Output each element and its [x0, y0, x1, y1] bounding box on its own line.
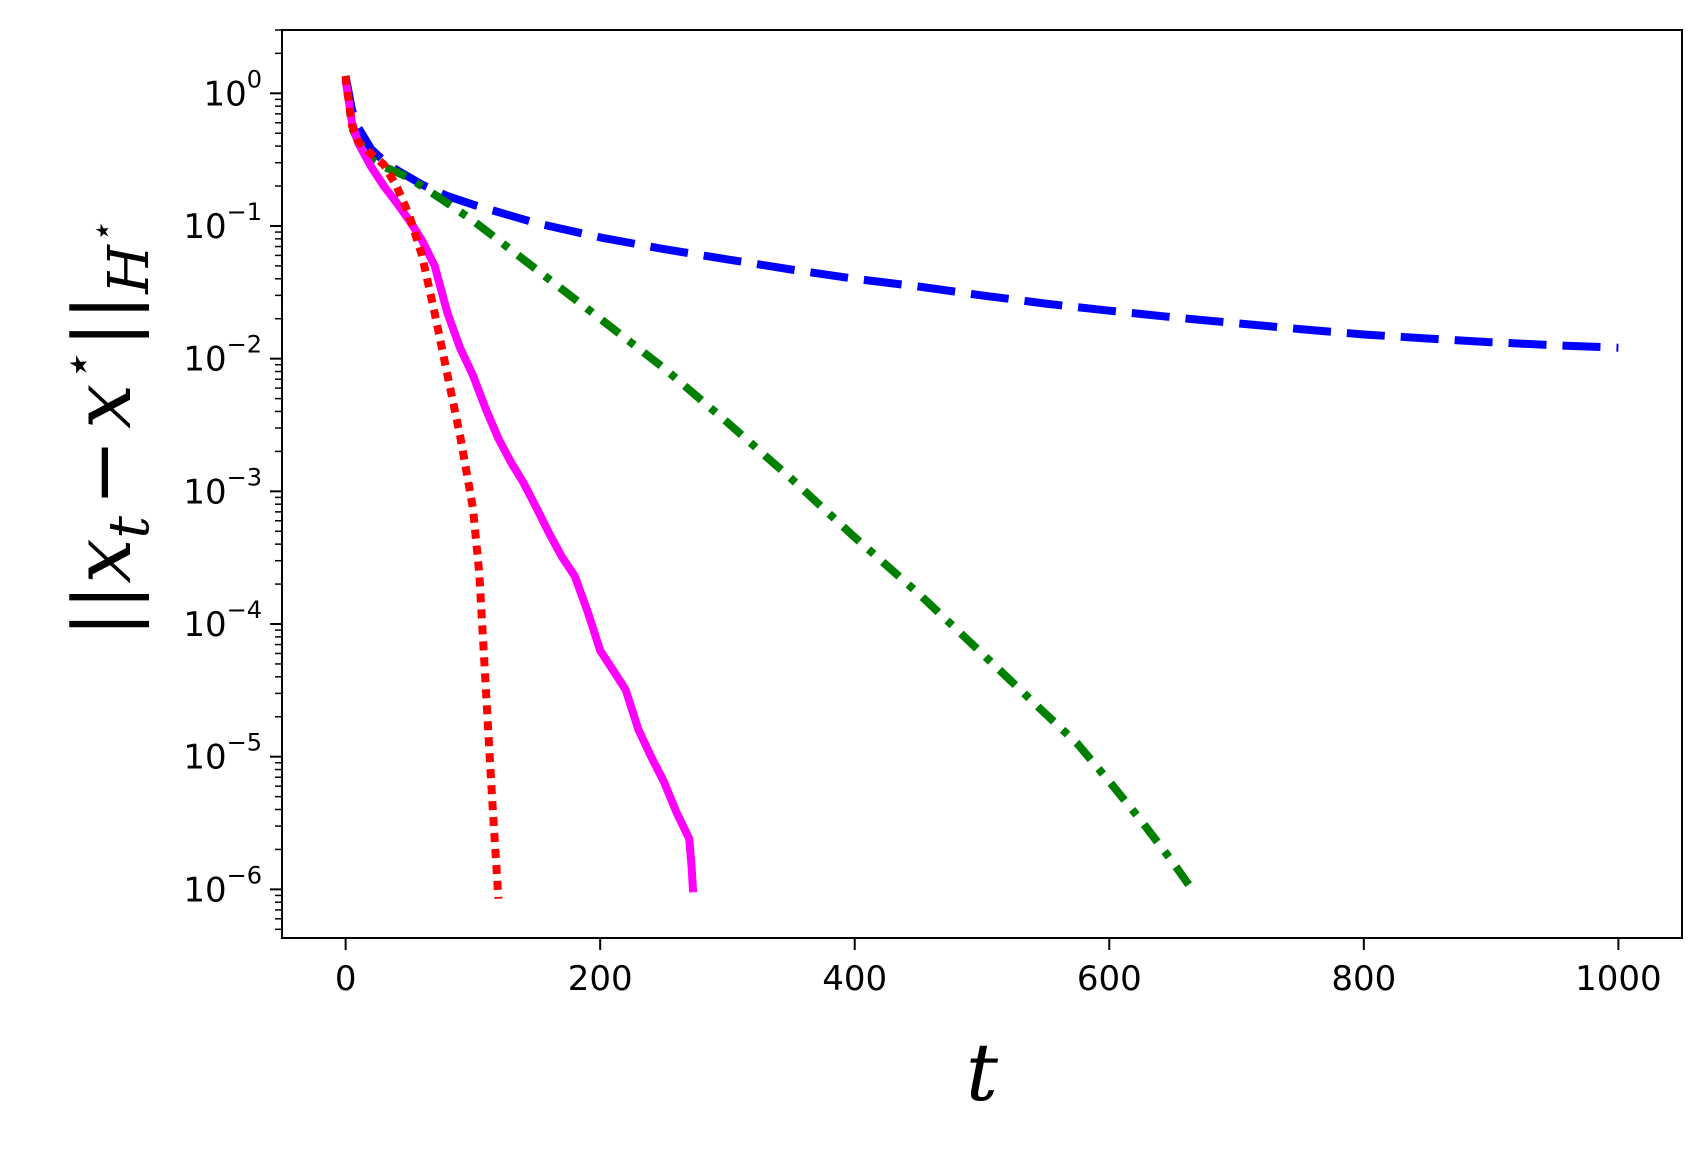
- y-axis-label-sub-H: H: [97, 244, 162, 295]
- y-tick-label: 100: [203, 65, 262, 114]
- series-line-dotted: [341, 75, 503, 899]
- plot-frame: [281, 29, 1683, 939]
- y-axis-label-norm-close: ||: [56, 294, 149, 348]
- series-line-dashed: [341, 75, 1619, 352]
- y-tick-label: 10−4: [183, 596, 262, 645]
- y-axis-label-norm-open: ||: [56, 584, 149, 638]
- x-tick-label: 800: [1331, 959, 1396, 999]
- x-tick-label: 400: [822, 959, 887, 999]
- y-tick-exponent: −1: [227, 198, 262, 226]
- y-tick-exponent: −4: [227, 596, 262, 624]
- y-tick-base: 10: [183, 870, 226, 910]
- y-tick-label: 10−3: [183, 463, 262, 512]
- y-tick-exponent: −6: [227, 861, 262, 889]
- x-axis-ticks: 0 200 400 600 800 1000: [335, 938, 1662, 999]
- y-tick-label: 10−5: [183, 729, 262, 778]
- x-tick-label: 600: [1077, 959, 1142, 999]
- y-axis-label-x: x: [56, 538, 149, 583]
- y-axis-label: ||xt−x⋆||H⋆: [50, 222, 162, 637]
- series-line-dashdot: [341, 75, 1196, 892]
- x-tick-label: 200: [568, 959, 633, 999]
- y-tick-exponent: 0: [247, 65, 262, 93]
- x-axis-label: t: [966, 1026, 999, 1119]
- y-axis-label-x2: x: [56, 384, 149, 429]
- y-tick-base: 10: [183, 472, 226, 512]
- series-line-solid: [341, 79, 698, 893]
- y-tick-base: 10: [183, 605, 226, 645]
- series-layer: [341, 75, 1619, 899]
- x-tick-label: 0: [335, 959, 357, 999]
- y-tick-exponent: −3: [227, 463, 262, 491]
- x-tick-label: 1000: [1575, 959, 1662, 999]
- y-tick-label: 10−2: [183, 331, 262, 380]
- y-axis-minor-ticks: [275, 29, 282, 931]
- y-tick-exponent: −5: [227, 729, 262, 757]
- y-tick-base: 10: [183, 207, 226, 247]
- y-tick-label: 10−1: [183, 198, 262, 247]
- y-tick-base: 10: [183, 738, 226, 778]
- y-tick-base: 10: [183, 340, 226, 380]
- y-tick-base: 10: [203, 74, 246, 114]
- y-tick-label: 10−6: [183, 861, 262, 910]
- y-tick-exponent: −2: [227, 331, 262, 359]
- y-axis-label-minus: −: [56, 439, 149, 506]
- plot-area: [282, 30, 1682, 938]
- y-axis-label-sub-t: t: [97, 515, 162, 538]
- y-axis-label-sub-star: ⋆: [82, 222, 123, 245]
- y-axis-label-star: ⋆: [50, 354, 106, 384]
